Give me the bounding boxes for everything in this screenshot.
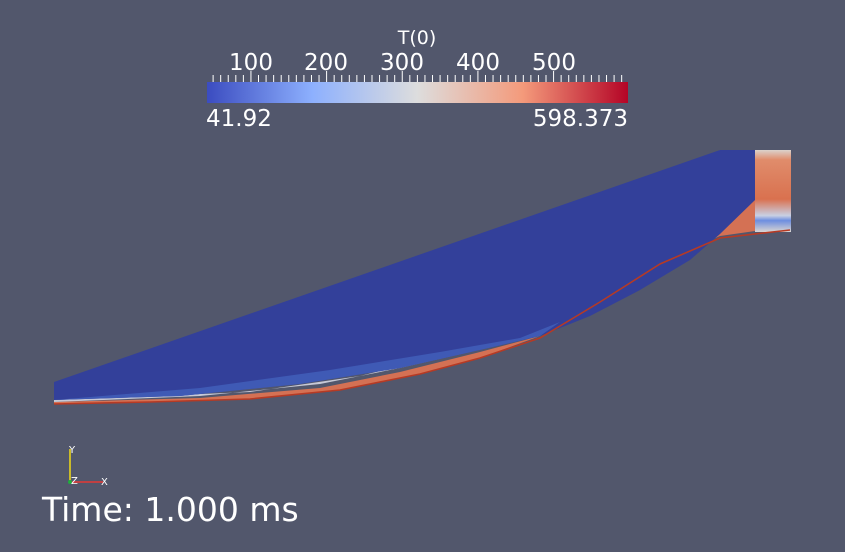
axis-z-label: Z	[71, 476, 78, 487]
axis-y-label: Y	[68, 445, 76, 456]
axis-x-label: X	[101, 477, 108, 488]
axis-z-dot	[68, 480, 72, 484]
temperature-field	[53, 150, 791, 405]
colorbar-ticks	[212, 71, 623, 82]
colorbar-tick-label: 200	[304, 50, 348, 76]
colorbar-max-label: 598.373	[533, 106, 628, 132]
colorbar-title: T(0)	[397, 27, 437, 49]
outflow-column	[755, 150, 791, 232]
wall-line	[53, 229, 791, 405]
cold-region	[54, 150, 780, 400]
time-annotation: Time: 1.000 ms	[42, 490, 299, 529]
colorbar-gradient	[207, 82, 628, 103]
colorbar-min-label: 41.92	[206, 106, 272, 132]
orientation-axes: Y Z X	[68, 445, 108, 488]
colorbar: T(0) 100 200 300 400 500 41.92 598.373	[206, 27, 628, 132]
